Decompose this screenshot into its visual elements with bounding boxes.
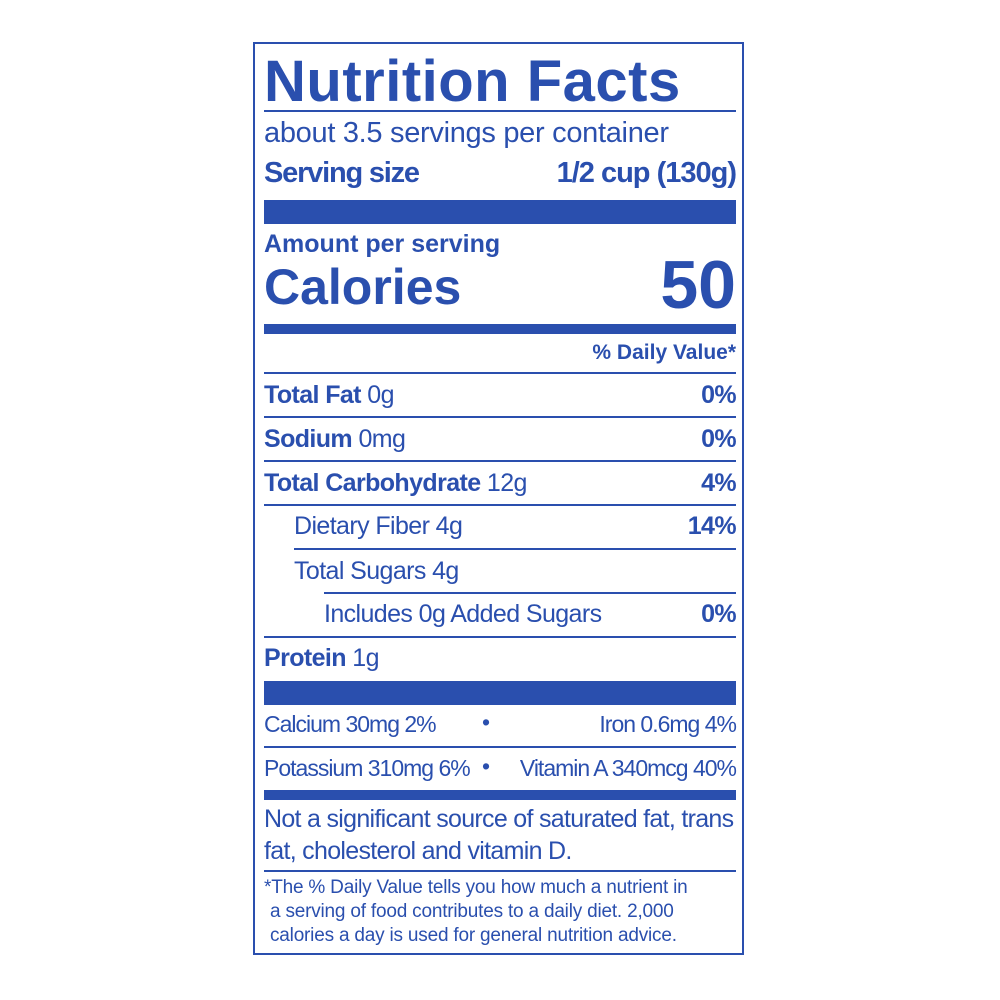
- divider: [264, 746, 736, 748]
- nutrient-amount: 12g: [486, 469, 528, 497]
- thick-bar: [264, 200, 736, 224]
- divider: [264, 870, 736, 872]
- serving-size-label: Serving size: [264, 157, 420, 189]
- medium-bar: [264, 790, 736, 800]
- not-significant-line-2: fat, cholesterol and vitamin D.: [264, 837, 572, 865]
- divider: [264, 636, 736, 638]
- label-title: Nutrition Facts: [264, 49, 681, 114]
- nutrient-row-dietary-fiber: Dietary Fiber 4g: [294, 512, 463, 540]
- divider: [264, 110, 736, 112]
- divider: [264, 460, 736, 462]
- nutrient-name: Total Fat: [264, 381, 362, 409]
- nutrient-amount: 1g: [352, 644, 379, 672]
- bullet: •: [482, 753, 491, 779]
- nutrient-dv: 14%: [687, 512, 737, 540]
- bullet: •: [482, 709, 491, 735]
- nutrient-row-total-fat: Total Fat 0g: [264, 381, 394, 410]
- nutrient-dv: 0%: [701, 381, 737, 409]
- thick-bar: [264, 681, 736, 705]
- nutrient-dv: 0%: [701, 600, 737, 628]
- servings-per-container: about 3.5 servings per container: [264, 117, 669, 149]
- medium-bar: [264, 324, 736, 334]
- calories-value: 50: [660, 247, 736, 323]
- vitamin-a: Vitamin A 340mcg 40%: [519, 755, 737, 781]
- footnote-line-2: a serving of food contributes to a daily…: [270, 901, 674, 922]
- nutrient-dv: 4%: [701, 469, 737, 497]
- nutrient-dv: 0%: [701, 425, 737, 453]
- nutrient-amount: 0mg: [358, 425, 406, 453]
- divider: [264, 372, 736, 374]
- divider: [264, 416, 736, 418]
- nutrient-amount: 0g: [367, 381, 394, 409]
- divider: [264, 504, 736, 506]
- footnote-line-1: *The % Daily Value tells you how much a …: [264, 877, 688, 898]
- nutrient-name: Sodium: [264, 425, 353, 453]
- daily-value-header: % Daily Value*: [592, 341, 736, 364]
- nutrient-name: Total Carbohydrate: [264, 469, 481, 497]
- not-significant-line-1: Not a significant source of saturated fa…: [264, 805, 734, 833]
- divider: [294, 548, 736, 550]
- footnote-line-3: calories a day is used for general nutri…: [270, 925, 677, 946]
- nutrient-name: Protein: [264, 644, 347, 672]
- vitamin-potassium: Potassium 310mg 6%: [264, 755, 471, 781]
- serving-size-value: 1/2 cup (130g): [556, 157, 737, 189]
- nutrient-row-total-sugars: Total Sugars 4g: [294, 557, 459, 585]
- vitamin-calcium: Calcium 30mg 2%: [264, 711, 437, 737]
- divider: [324, 592, 736, 594]
- nutrient-row-added-sugars: Includes 0g Added Sugars: [324, 600, 602, 628]
- nutrient-row-total-carbohydrate: Total Carbohydrate 12g: [264, 469, 527, 498]
- nutrition-label-border: [253, 42, 744, 955]
- nutrient-row-sodium: Sodium 0mg: [264, 425, 406, 454]
- vitamin-iron: Iron 0.6mg 4%: [599, 711, 737, 737]
- amount-per-serving: Amount per serving: [264, 230, 501, 258]
- calories-label: Calories: [264, 259, 462, 315]
- nutrient-row-protein: Protein 1g: [264, 644, 379, 673]
